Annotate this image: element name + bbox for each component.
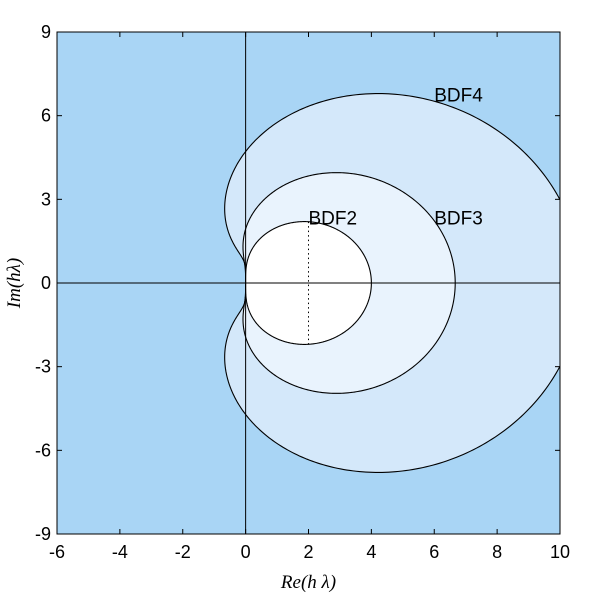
- x-tick-label: 2: [303, 542, 313, 562]
- y-axis-label: Im(hλ): [4, 258, 25, 309]
- y-tick-label: 9: [41, 22, 51, 42]
- bdf4-label: BDF4: [434, 86, 483, 107]
- zero-axes: [57, 32, 560, 534]
- y-tick-label: -3: [35, 357, 51, 377]
- x-tick-label: 10: [550, 542, 570, 562]
- bdf3-label: BDF3: [434, 208, 483, 229]
- y-tick-label: 3: [41, 189, 51, 209]
- y-tick-label: 0: [41, 273, 51, 293]
- y-tick-label: 6: [41, 106, 51, 126]
- x-axis-label: Re(h λ): [280, 572, 336, 593]
- bdf2-label: BDF2: [309, 208, 358, 229]
- y-tick-label: -6: [35, 440, 51, 460]
- x-tick-label: 8: [492, 542, 502, 562]
- y-axis-ticks: -9 -6 -3 0 3 6 9: [35, 22, 560, 544]
- x-tick-label: 6: [429, 542, 439, 562]
- curve-labels: BDF4 BDF3 BDF2: [309, 86, 484, 230]
- y-tick-label: -9: [35, 524, 51, 544]
- x-tick-label: 4: [366, 542, 376, 562]
- x-tick-label: -4: [112, 542, 128, 562]
- x-tick-label: -6: [49, 542, 65, 562]
- x-tick-label: -2: [175, 542, 191, 562]
- x-axis-ticks: -6 -4 -2 0 2 4 6 8 10: [49, 32, 570, 562]
- x-tick-label: 0: [241, 542, 251, 562]
